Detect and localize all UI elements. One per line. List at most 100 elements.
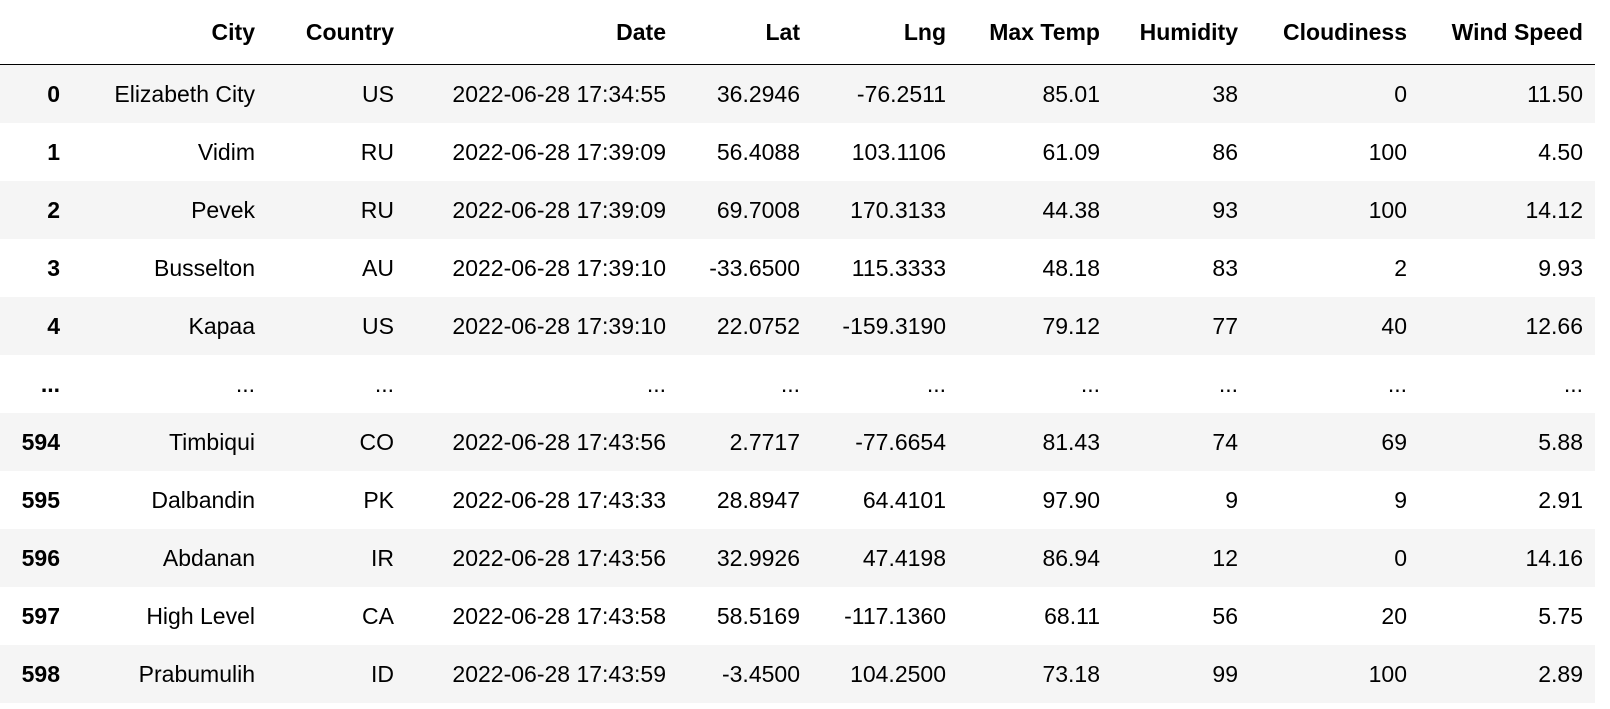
row-index: 596 [21, 544, 60, 571]
cell-lat: 32.9926 [716, 544, 800, 571]
cell-city: Kapaa [188, 312, 255, 339]
row-index: 0 [47, 80, 60, 107]
column-header-humidity: Humidity [1112, 0, 1250, 65]
cell-lng: 170.3133 [850, 196, 946, 223]
cell-wind-speed: ... [1563, 370, 1583, 397]
cell-lng: 47.4198 [862, 544, 946, 571]
cell-lng: 64.4101 [862, 486, 946, 513]
cell-date: ... [646, 370, 666, 397]
cell-lat: ... [780, 370, 800, 397]
cell-lng: -77.6654 [855, 428, 946, 455]
cell-city: Pevek [191, 196, 255, 223]
cell-wind-speed: 14.12 [1525, 196, 1583, 223]
cell-country: ID [371, 660, 394, 687]
cell-max-temp: 44.38 [1042, 196, 1100, 223]
cell-humidity: 56 [1212, 602, 1238, 629]
table-row: 595 Dalbandin PK 2022-06-28 17:43:33 28.8947… [0, 471, 1595, 529]
cell-country: ... [374, 370, 394, 397]
cell-lng: 115.3333 [851, 254, 946, 281]
column-header-lng: Lng [812, 0, 958, 65]
cell-wind-speed: 9.93 [1538, 254, 1583, 281]
cell-country: PK [363, 486, 394, 513]
cell-max-temp: 97.90 [1042, 486, 1100, 513]
cell-lng: 103.1106 [851, 138, 946, 165]
cell-city: High Level [146, 602, 255, 629]
cell-cloudiness: 0 [1394, 80, 1407, 107]
cell-max-temp: 68.11 [1044, 602, 1100, 629]
cell-humidity: 86 [1212, 138, 1238, 165]
table-row: 594 Timbiqui CO 2022-06-28 17:43:56 2.7717 -7… [0, 413, 1595, 471]
cell-date: 2022-06-28 17:43:56 [452, 428, 666, 455]
table-body: 0 Elizabeth City US 2022-06-28 17:34:55 36.2… [0, 64, 1595, 703]
cell-country: US [362, 312, 394, 339]
column-header-city: City [72, 0, 267, 65]
cell-humidity: 74 [1212, 428, 1238, 455]
cell-lat: -33.6500 [709, 254, 800, 281]
table-row: 1 Vidim RU 2022-06-28 17:39:09 56.4088 103.11… [0, 123, 1595, 181]
cell-date: 2022-06-28 17:39:10 [452, 312, 666, 339]
cell-wind-speed: 5.88 [1538, 428, 1583, 455]
cell-lat: 22.0752 [716, 312, 800, 339]
cell-wind-speed: 4.50 [1538, 138, 1583, 165]
cell-wind-speed: 12.66 [1525, 312, 1583, 339]
cell-lat: 56.4088 [716, 138, 800, 165]
cell-lng: ... [926, 370, 946, 397]
cell-cloudiness: 9 [1394, 486, 1407, 513]
column-header-max-temp: Max Temp [958, 0, 1112, 65]
cell-max-temp: 73.18 [1042, 660, 1100, 687]
column-header-cloudiness: Cloudiness [1250, 0, 1419, 65]
cell-humidity: 83 [1212, 254, 1238, 281]
cell-humidity: ... [1218, 370, 1238, 397]
row-index: 594 [21, 428, 60, 455]
cell-city: Vidim [197, 138, 255, 165]
cell-humidity: 93 [1212, 196, 1238, 223]
cell-country: RU [360, 138, 394, 165]
cell-max-temp: ... [1080, 370, 1100, 397]
cell-cloudiness: ... [1387, 370, 1407, 397]
row-index: 2 [47, 196, 60, 223]
cell-humidity: 12 [1212, 544, 1238, 571]
cell-max-temp: 79.12 [1042, 312, 1100, 339]
cell-lng: 104.2500 [850, 660, 946, 687]
cell-city: Elizabeth City [114, 80, 255, 107]
cell-max-temp: 86.94 [1042, 544, 1100, 571]
cell-date: 2022-06-28 17:34:55 [452, 80, 666, 107]
cell-wind-speed: 11.50 [1527, 80, 1583, 107]
cell-cloudiness: 100 [1368, 660, 1407, 687]
column-header-date: Date [406, 0, 678, 65]
cell-city: Dalbandin [151, 486, 255, 513]
cell-date: 2022-06-28 17:43:56 [452, 544, 666, 571]
cell-country: AU [362, 254, 394, 281]
cell-city: Abdanan [162, 544, 255, 571]
header-row: City Country Date Lat Lng Max Temp Humid… [0, 0, 1595, 65]
table-row: 598 Prabumulih ID 2022-06-28 17:43:59 -3.450… [0, 645, 1595, 703]
table-header: City Country Date Lat Lng Max Temp Humid… [0, 0, 1595, 65]
cell-city: Timbiqui [168, 428, 255, 455]
cell-wind-speed: 14.16 [1525, 544, 1583, 571]
row-index: 595 [21, 486, 60, 513]
cell-lat: 28.8947 [716, 486, 800, 513]
cell-date: 2022-06-28 17:43:33 [452, 486, 666, 513]
table-row: 4 Kapaa US 2022-06-28 17:39:10 22.0752 -159.3… [0, 297, 1595, 355]
cell-max-temp: 85.01 [1042, 80, 1100, 107]
cell-humidity: 9 [1225, 486, 1238, 513]
column-header-wind-speed: Wind Speed [1419, 0, 1595, 65]
table-row: 596 Abdanan IR 2022-06-28 17:43:56 32.9926 47… [0, 529, 1595, 587]
cell-cloudiness: 20 [1381, 602, 1407, 629]
row-index: 3 [47, 254, 60, 281]
cell-max-temp: 81.43 [1042, 428, 1100, 455]
cell-max-temp: 61.09 [1042, 138, 1100, 165]
cell-country: RU [360, 196, 394, 223]
cell-city: Busselton [153, 254, 255, 281]
cell-city: Prabumulih [138, 660, 255, 687]
cell-cloudiness: 40 [1381, 312, 1407, 339]
row-index: 597 [21, 602, 60, 629]
cell-lat: 2.7717 [729, 428, 800, 455]
cell-lng: -117.1360 [844, 602, 946, 629]
cell-date: 2022-06-28 17:43:59 [452, 660, 666, 687]
cell-humidity: 38 [1212, 80, 1238, 107]
cell-lat: 69.7008 [716, 196, 800, 223]
cell-humidity: 77 [1212, 312, 1238, 339]
cell-humidity: 99 [1212, 660, 1238, 687]
